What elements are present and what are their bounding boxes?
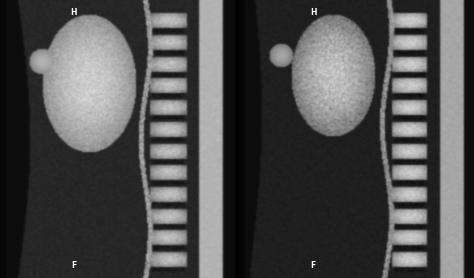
Text: F: F xyxy=(71,261,76,270)
Text: H: H xyxy=(310,8,317,17)
Text: F: F xyxy=(310,261,316,270)
Text: H: H xyxy=(71,8,77,17)
